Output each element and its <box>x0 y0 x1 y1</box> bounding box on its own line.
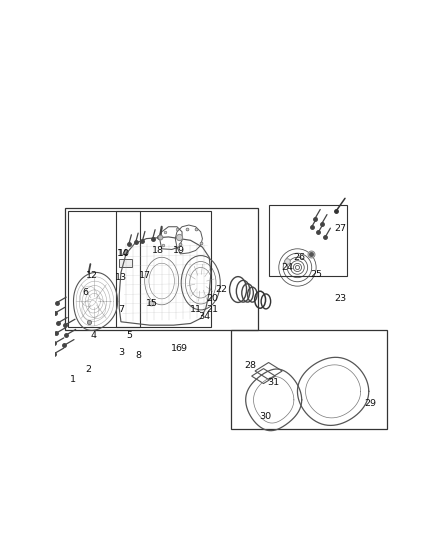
Text: 7: 7 <box>118 305 124 314</box>
Bar <box>119 259 132 268</box>
Text: 29: 29 <box>364 399 376 408</box>
Bar <box>231 330 387 429</box>
Text: 6: 6 <box>82 288 88 297</box>
Text: 30: 30 <box>259 413 271 421</box>
Text: 4: 4 <box>91 331 97 340</box>
Text: 13: 13 <box>115 273 127 282</box>
Bar <box>68 212 140 327</box>
Bar <box>116 212 211 327</box>
Text: 16: 16 <box>171 344 183 353</box>
Text: 24: 24 <box>281 263 293 272</box>
Text: 20: 20 <box>207 294 219 303</box>
Text: 2: 2 <box>86 365 92 374</box>
Text: 1: 1 <box>71 375 76 384</box>
Text: 31: 31 <box>268 378 280 387</box>
Bar <box>268 205 347 276</box>
Text: 34: 34 <box>198 312 210 321</box>
Text: 21: 21 <box>207 305 219 314</box>
Text: 26: 26 <box>293 253 305 262</box>
Text: 28: 28 <box>244 361 256 370</box>
Text: 17: 17 <box>139 271 151 280</box>
Text: 19: 19 <box>173 246 185 255</box>
Text: 11: 11 <box>190 305 201 314</box>
Text: 22: 22 <box>215 285 227 294</box>
Text: 9: 9 <box>181 344 187 353</box>
Text: 5: 5 <box>127 331 132 340</box>
Text: 3: 3 <box>118 348 124 357</box>
Text: 23: 23 <box>334 294 346 303</box>
Text: 18: 18 <box>152 246 164 255</box>
Text: 12: 12 <box>86 271 98 280</box>
Text: 25: 25 <box>310 270 322 279</box>
Bar <box>65 208 258 330</box>
Text: 8: 8 <box>135 351 141 360</box>
Text: 27: 27 <box>334 224 346 233</box>
Text: 10: 10 <box>118 249 131 259</box>
Text: 14: 14 <box>117 249 129 259</box>
Text: 15: 15 <box>145 298 158 308</box>
